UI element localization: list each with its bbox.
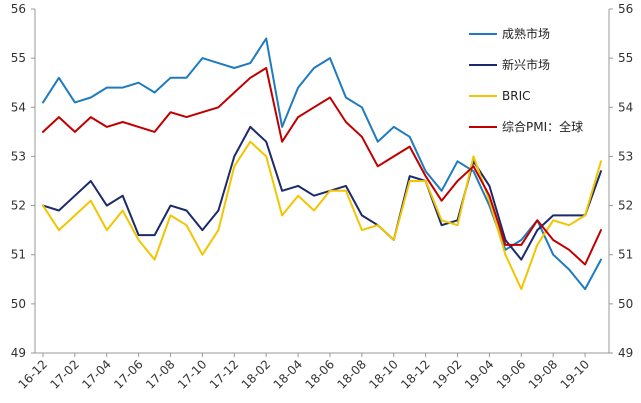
x-tick-label: 18-04 bbox=[271, 357, 306, 392]
x-tick-label: 19-10 bbox=[558, 357, 593, 392]
y-tick-label-right: 53 bbox=[618, 149, 633, 163]
y-tick-label-left: 49 bbox=[11, 346, 26, 360]
y-tick-label-right: 50 bbox=[618, 297, 633, 311]
x-tick-label: 17-08 bbox=[143, 357, 178, 392]
x-tick-label: 19-08 bbox=[526, 357, 561, 392]
x-tick-label: 19-06 bbox=[494, 357, 529, 392]
x-tick-label: 18-10 bbox=[366, 357, 401, 392]
legend-label: 综合PMI：全球 bbox=[502, 119, 583, 134]
axes bbox=[31, 8, 613, 357]
legend-label: BRIC bbox=[502, 89, 531, 103]
y-tick-label-left: 50 bbox=[11, 297, 26, 311]
legend-label: 成熟市场 bbox=[502, 26, 550, 41]
legend-label: 新兴市场 bbox=[502, 57, 550, 72]
y-tick-label-left: 54 bbox=[11, 100, 26, 114]
y-tick-label-right: 55 bbox=[618, 51, 633, 65]
series-line bbox=[42, 67, 602, 266]
y-tick-label-left: 51 bbox=[11, 248, 26, 262]
x-tick-label: 17-10 bbox=[175, 357, 210, 392]
y-tick-label-right: 49 bbox=[618, 346, 633, 360]
y-tick-label-left: 53 bbox=[11, 149, 26, 163]
y-tick-label-left: 56 bbox=[11, 2, 26, 16]
y-tick-label-right: 52 bbox=[618, 199, 633, 213]
x-tick-label: 16-12 bbox=[16, 357, 51, 392]
y-tick-label-right: 54 bbox=[618, 100, 633, 114]
y-tick-label-left: 55 bbox=[11, 51, 26, 65]
x-tick-label: 18-02 bbox=[239, 357, 274, 392]
series-lines bbox=[42, 37, 602, 291]
x-tick-label: 17-02 bbox=[47, 357, 82, 392]
x-tick-label: 18-12 bbox=[398, 357, 433, 392]
x-tick-label: 19-04 bbox=[462, 357, 497, 392]
x-tick-label: 18-08 bbox=[334, 357, 369, 392]
y-tick-label-right: 51 bbox=[618, 248, 633, 262]
x-tick-label: 17-12 bbox=[207, 357, 242, 392]
x-tick-label: 17-04 bbox=[79, 357, 114, 392]
x-tick-label: 18-06 bbox=[303, 357, 338, 392]
series-line bbox=[42, 140, 602, 291]
x-tick-label: 17-06 bbox=[111, 357, 146, 392]
y-tick-label-left: 52 bbox=[11, 199, 26, 213]
series-line bbox=[42, 125, 602, 261]
y-tick-label-right: 56 bbox=[618, 2, 633, 16]
series-line bbox=[42, 37, 602, 291]
x-tick-label: 19-02 bbox=[430, 357, 465, 392]
